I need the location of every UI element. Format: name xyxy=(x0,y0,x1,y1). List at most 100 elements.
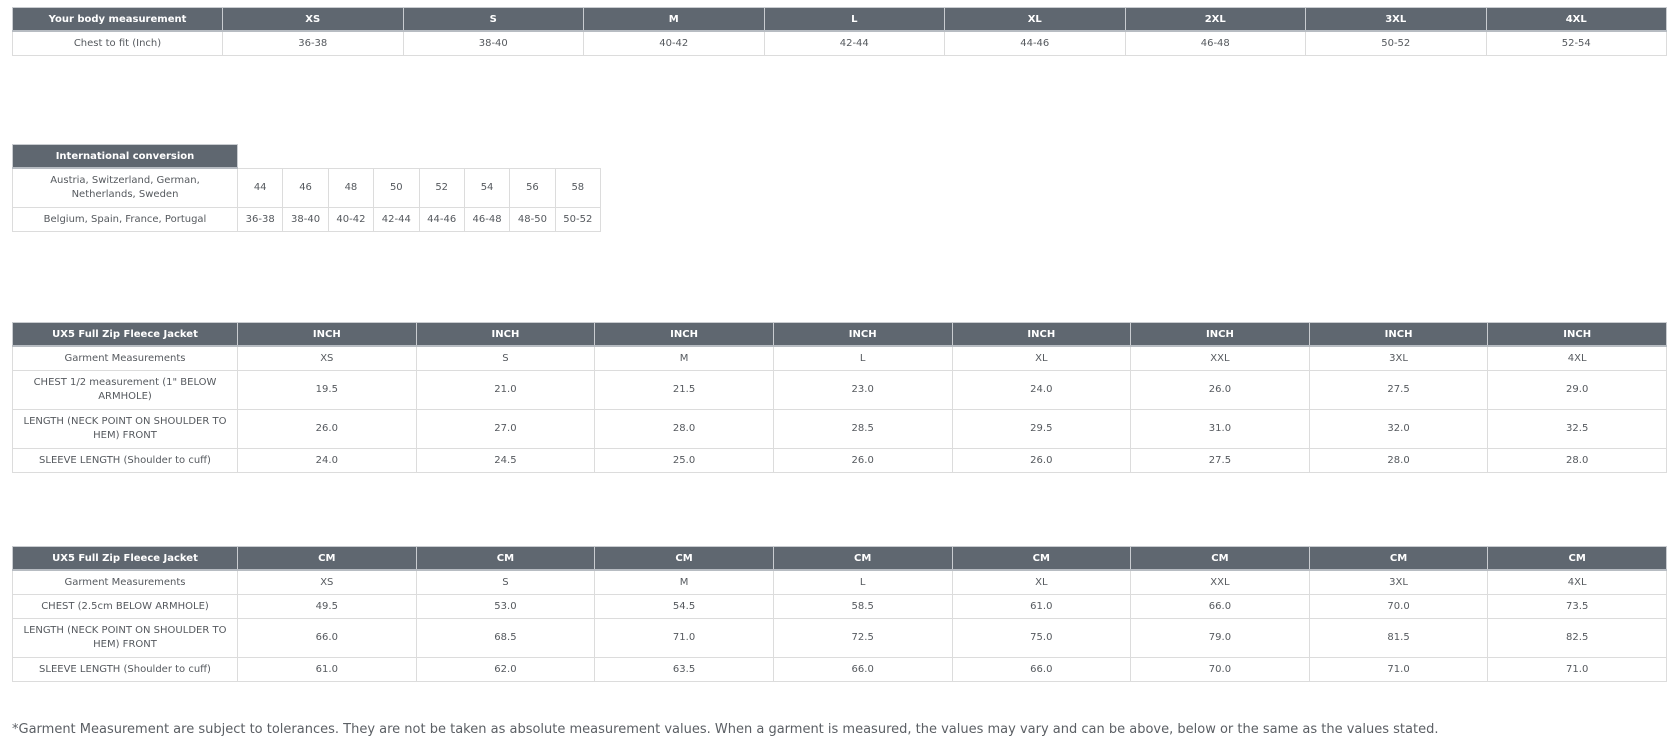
table-cell: 70.0 xyxy=(1130,657,1310,682)
table-cell: 68.5 xyxy=(415,618,596,658)
table-cell: 82.5 xyxy=(1487,618,1667,658)
table-row: CHEST (2.5cm BELOW ARMHOLE) 49.5 53.0 54… xyxy=(12,594,1667,619)
table-cell: XL xyxy=(951,569,1132,595)
table-cell: 31.0 xyxy=(1130,409,1310,449)
table-cell: 3XL xyxy=(1308,345,1489,371)
table-cell: 44-46 xyxy=(944,30,1126,56)
table-cell: M xyxy=(594,569,774,595)
table-cell: 26.0 xyxy=(951,448,1132,473)
table-cell: 71.0 xyxy=(594,618,774,658)
table-cell: S xyxy=(415,569,596,595)
cm-garment-table: UX5 Full Zip Fleece Jacket CM CM CM CM C… xyxy=(12,546,1667,682)
table-cell: 42-44 xyxy=(763,30,945,56)
table-cell: S xyxy=(415,345,596,371)
row-label: LENGTH (NECK POINT ON SHOULDER TO HEM) F… xyxy=(12,409,238,449)
header-cell: CM xyxy=(951,546,1132,571)
table-row: LENGTH (NECK POINT ON SHOULDER TO HEM) F… xyxy=(12,618,1667,658)
table-cell: 73.5 xyxy=(1487,594,1667,619)
header-cell: INCH xyxy=(415,322,596,347)
header-cell: 4XL xyxy=(1485,7,1667,32)
row-label: Belgium, Spain, France, Portugal xyxy=(12,207,238,232)
header-cell: UX5 Full Zip Fleece Jacket xyxy=(12,322,238,347)
header-cell: CM xyxy=(772,546,953,571)
table-cell: 63.5 xyxy=(594,657,774,682)
table-cell: 81.5 xyxy=(1308,618,1489,658)
row-label: CHEST 1/2 measurement (1" BELOW ARMHOLE) xyxy=(12,370,238,410)
header-cell: INCH xyxy=(1130,322,1310,347)
header-cell: L xyxy=(763,7,945,32)
table-cell: 66.0 xyxy=(1130,594,1310,619)
table-cell: 62.0 xyxy=(415,657,596,682)
table-cell: 24.0 xyxy=(951,370,1132,410)
row-label: SLEEVE LENGTH (Shoulder to cuff) xyxy=(12,448,238,473)
table-cell: 46 xyxy=(282,167,329,208)
table-header-row: UX5 Full Zip Fleece Jacket INCH INCH INC… xyxy=(12,322,1667,347)
table-cell: 71.0 xyxy=(1308,657,1489,682)
header-cell: INCH xyxy=(951,322,1132,347)
table-cell: XXL xyxy=(1130,569,1310,595)
table-cell: 66.0 xyxy=(951,657,1132,682)
table-cell: 48-50 xyxy=(509,207,556,232)
table-cell: 26.0 xyxy=(1130,370,1310,410)
header-cell: XS xyxy=(222,7,404,32)
table-cell: 21.5 xyxy=(594,370,774,410)
table-cell: 27.5 xyxy=(1130,448,1310,473)
body-measurement-table: Your body measurement XS S M L XL 2XL 3X… xyxy=(12,7,1667,56)
table-cell: 24.5 xyxy=(415,448,596,473)
header-cell: CM xyxy=(1308,546,1489,571)
header-cell: INCH xyxy=(594,322,774,347)
table-cell: 46-48 xyxy=(1124,30,1306,56)
table-cell: XXL xyxy=(1130,345,1310,371)
header-cell: 3XL xyxy=(1305,7,1487,32)
row-label: Austria, Switzerland, German, Netherland… xyxy=(12,167,238,208)
table-cell: 29.0 xyxy=(1487,370,1667,410)
table-header-row: Your body measurement XS S M L XL 2XL 3X… xyxy=(12,7,1667,32)
table-cell: 50-52 xyxy=(554,207,602,232)
table-cell: 75.0 xyxy=(951,618,1132,658)
table-cell: 3XL xyxy=(1308,569,1489,595)
header-cell: CM xyxy=(237,546,417,571)
table-cell: 36-38 xyxy=(236,207,284,232)
table-row: LENGTH (NECK POINT ON SHOULDER TO HEM) F… xyxy=(12,409,1667,449)
header-cell: CM xyxy=(415,546,596,571)
table-row: Belgium, Spain, France, Portugal 36-38 3… xyxy=(12,207,602,232)
row-label: Garment Measurements xyxy=(12,569,238,595)
header-spacer xyxy=(238,145,601,169)
header-cell: CM xyxy=(594,546,774,571)
header-cell: INCH xyxy=(237,322,417,347)
header-cell: Your body measurement xyxy=(12,7,223,32)
row-label: Chest to fit (Inch) xyxy=(12,30,223,56)
table-cell: 32.0 xyxy=(1308,409,1489,449)
table-cell: XL xyxy=(951,345,1132,371)
table-cell: 46-48 xyxy=(463,207,511,232)
table-cell: 70.0 xyxy=(1308,594,1489,619)
table-cell: 56 xyxy=(509,167,556,208)
table-cell: 79.0 xyxy=(1130,618,1310,658)
table-cell: L xyxy=(772,569,953,595)
table-cell: 40-42 xyxy=(327,207,375,232)
table-cell: 44-46 xyxy=(418,207,465,232)
table-cell: 4XL xyxy=(1487,345,1667,371)
table-cell: 40-42 xyxy=(583,30,765,56)
table-cell: 50-52 xyxy=(1305,30,1487,56)
header-cell: XL xyxy=(944,7,1126,32)
table-cell: 32.5 xyxy=(1487,409,1667,449)
table-cell: 54 xyxy=(463,167,511,208)
table-cell: 52 xyxy=(418,167,465,208)
table-cell: 61.0 xyxy=(237,657,417,682)
table-cell: 38-40 xyxy=(282,207,329,232)
table-cell: 44 xyxy=(236,167,284,208)
table-cell: 42-44 xyxy=(373,207,420,232)
table-cell: 29.5 xyxy=(951,409,1132,449)
table-cell: 23.0 xyxy=(772,370,953,410)
row-label: CHEST (2.5cm BELOW ARMHOLE) xyxy=(12,594,238,619)
table-row: SLEEVE LENGTH (Shoulder to cuff) 24.0 24… xyxy=(12,448,1667,473)
table-cell: XS xyxy=(237,569,417,595)
header-cell: INCH xyxy=(1308,322,1489,347)
table-header-row: UX5 Full Zip Fleece Jacket CM CM CM CM C… xyxy=(12,546,1667,571)
table-cell: 53.0 xyxy=(415,594,596,619)
table-cell: 58.5 xyxy=(772,594,953,619)
table-cell: 48 xyxy=(327,167,375,208)
table-cell: 66.0 xyxy=(237,618,417,658)
table-row: Chest to fit (Inch) 36-38 38-40 40-42 42… xyxy=(12,30,1667,56)
